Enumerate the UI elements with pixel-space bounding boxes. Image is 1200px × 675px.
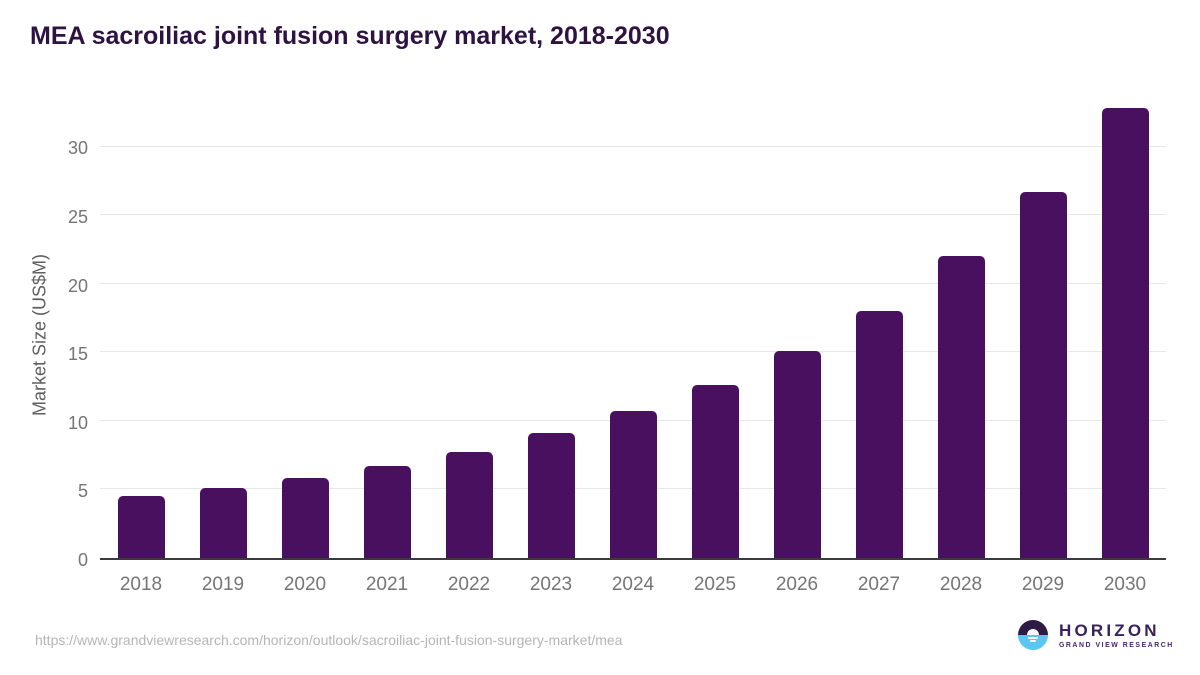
x-tick-label-2026: 2026 bbox=[775, 574, 819, 595]
bar-2028 bbox=[937, 256, 985, 558]
gridline-y15 bbox=[100, 351, 1166, 353]
gridline-y25 bbox=[100, 214, 1166, 216]
y-tick-label-20: 20 bbox=[67, 275, 88, 296]
chart-title: MEA sacroiliac joint fusion surgery mark… bbox=[30, 22, 670, 50]
bar-2025 bbox=[691, 385, 739, 558]
y-tick-label-25: 25 bbox=[67, 207, 88, 228]
y-tick-label-15: 15 bbox=[67, 344, 88, 365]
logo-brand-name: HORIZON bbox=[1059, 620, 1160, 640]
y-tick-label-10: 10 bbox=[67, 412, 88, 433]
source-url-text: https://www.grandviewresearch.com/horizo… bbox=[35, 632, 623, 648]
y-tick-label-0: 0 bbox=[77, 550, 88, 570]
horizon-logo: HORIZON GRAND VIEW RESEARCH bbox=[1018, 620, 1174, 650]
bar-2021 bbox=[363, 466, 411, 558]
x-tick-label-2021: 2021 bbox=[365, 574, 409, 595]
logo-text-block: HORIZON GRAND VIEW RESEARCH bbox=[1059, 622, 1174, 649]
bar-2026 bbox=[773, 350, 821, 558]
sun-shape bbox=[1027, 629, 1039, 635]
y-tick-label-5: 5 bbox=[77, 481, 88, 502]
x-tick-label-2019: 2019 bbox=[201, 574, 245, 595]
bar-2022 bbox=[445, 452, 493, 558]
x-tick-label-2023: 2023 bbox=[529, 574, 573, 595]
water-reflection-line bbox=[1028, 637, 1038, 639]
x-tick-label-2022: 2022 bbox=[447, 574, 491, 595]
y-tick-label-30: 30 bbox=[67, 138, 88, 159]
x-tick-label-2029: 2029 bbox=[1021, 574, 1065, 595]
x-tick-label-2030: 2030 bbox=[1103, 574, 1147, 595]
water-reflection-line bbox=[1030, 640, 1036, 642]
bar-2018 bbox=[117, 496, 165, 558]
bar-2030 bbox=[1101, 108, 1149, 558]
bar-2024 bbox=[609, 411, 657, 558]
bar-2027 bbox=[855, 311, 903, 558]
gridline-y20 bbox=[100, 282, 1166, 284]
x-tick-label-2018: 2018 bbox=[119, 574, 163, 595]
x-tick-label-2028: 2028 bbox=[939, 574, 983, 595]
bar-2029 bbox=[1019, 191, 1067, 558]
x-tick-label-2024: 2024 bbox=[611, 574, 655, 595]
x-tick-label-2027: 2027 bbox=[857, 574, 901, 595]
bar-2023 bbox=[527, 433, 575, 558]
x-tick-label-2020: 2020 bbox=[283, 574, 327, 595]
bar-2019 bbox=[199, 488, 247, 558]
horizon-sunset-icon bbox=[1018, 620, 1048, 650]
bar-2020 bbox=[281, 478, 329, 558]
bar-chart-plot-area: 0 5 10 15 20 25 30 2018 2019 2020 2021 2022 2023 2024… bbox=[68, 95, 1166, 595]
logo-brand-subtitle: GRAND VIEW RESEARCH bbox=[1059, 641, 1174, 649]
gridline-y30 bbox=[100, 145, 1166, 147]
x-tick-label-2025: 2025 bbox=[693, 574, 737, 595]
